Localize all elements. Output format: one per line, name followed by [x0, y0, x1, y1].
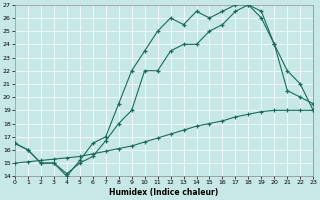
X-axis label: Humidex (Indice chaleur): Humidex (Indice chaleur) — [109, 188, 219, 197]
